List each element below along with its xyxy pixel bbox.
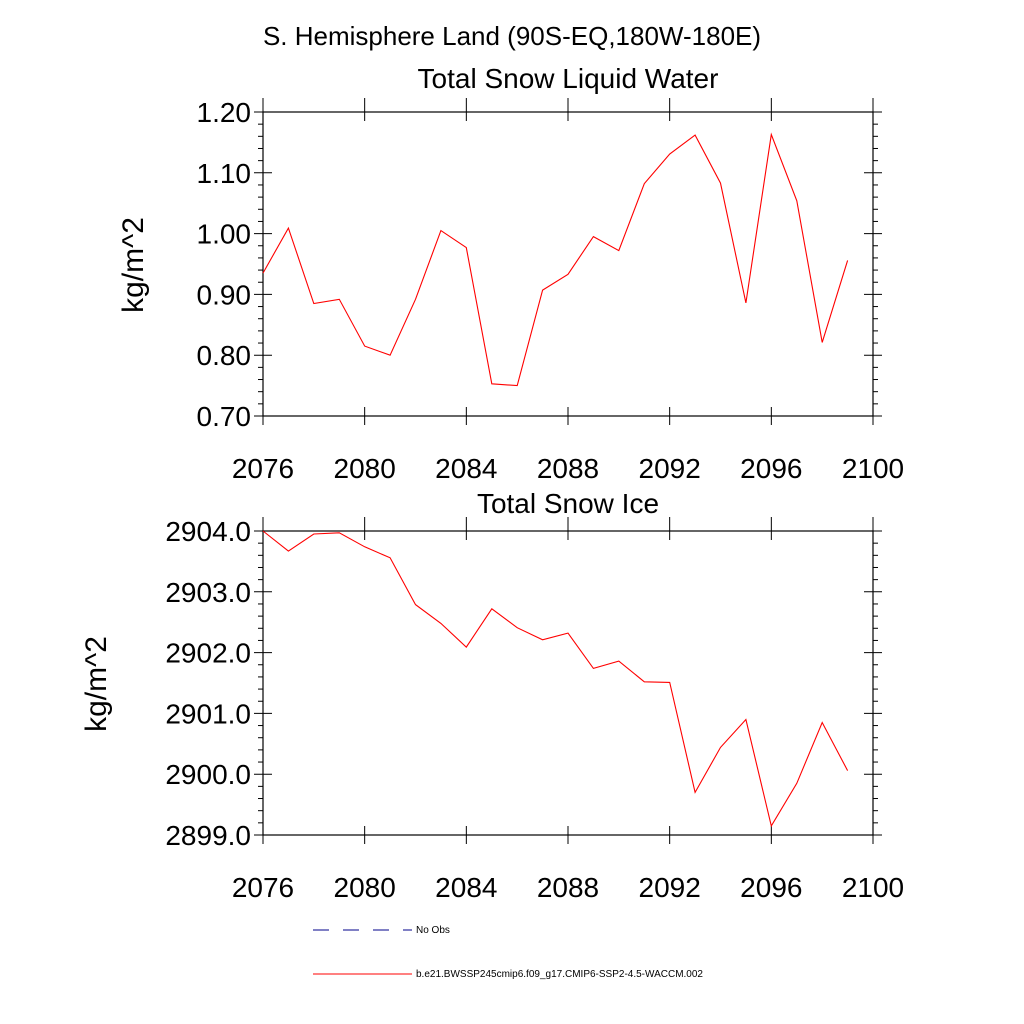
x-tick-label: 2100 <box>842 872 904 903</box>
x-tick-label: 2076 <box>232 453 294 484</box>
y-tick-label: 0.80 <box>197 340 252 371</box>
y-tick-label: 2904.0 <box>165 516 251 547</box>
series-line-0 <box>262 530 849 828</box>
y-tick-label: 1.00 <box>197 219 252 250</box>
y-tick-label: 2900.0 <box>165 759 251 790</box>
y-tick-label: 1.20 <box>197 97 252 128</box>
plot-frame <box>262 530 874 836</box>
x-tick-label: 2096 <box>740 453 802 484</box>
y-tick-labels: 0.70 0.80 0.90 1.00 1.10 1.20 <box>197 97 252 432</box>
x-tick-label: 2088 <box>537 872 599 903</box>
x-tick-labels: 2076 2080 2084 2088 2092 2096 2100 <box>232 453 904 484</box>
y-axis-label: kg/m^2 <box>80 636 113 732</box>
y-tick-label: 2901.0 <box>165 698 251 729</box>
y-tick-labels: 2899.0 2900.0 2901.0 2902.0 2903.0 2904.0 <box>165 516 251 851</box>
legend: No Obs b.e21.BWSSP245cmip6.f09_g17.CMIP6… <box>313 925 703 980</box>
x-tick-label: 2076 <box>232 872 294 903</box>
y-tick-label: 0.70 <box>197 401 252 432</box>
x-tick-label: 2088 <box>537 453 599 484</box>
axis-ticks <box>254 517 882 844</box>
x-tick-label: 2092 <box>639 872 701 903</box>
axis-ticks <box>254 98 882 425</box>
panel-snow-liquid-water: Total Snow Liquid Water kg/m^2 0.700.800… <box>117 63 904 484</box>
panel-snow-ice: Total Snow Ice kg/m^2 2899.0 2900.0 2901.0… <box>80 488 904 903</box>
x-tick-label: 2080 <box>334 453 396 484</box>
y-tick-label: 1.10 <box>197 158 252 189</box>
y-tick-label: 2903.0 <box>165 577 251 608</box>
y-tick-label: 2902.0 <box>165 638 251 669</box>
panel-title: Total Snow Liquid Water <box>418 63 719 94</box>
series-line-0 <box>262 132 849 387</box>
x-tick-label: 2092 <box>639 453 701 484</box>
x-tick-label: 2084 <box>435 453 497 484</box>
plot-frame <box>262 111 874 417</box>
x-tick-labels: 2076 2080 2084 2088 2092 2096 2100 <box>232 872 904 903</box>
y-tick-label: 2899.0 <box>165 820 251 851</box>
legend-label-no-obs: No Obs <box>416 925 450 936</box>
y-axis-label: kg/m^2 <box>117 217 150 313</box>
figure-title: S. Hemisphere Land (90S-EQ,180W-180E) <box>263 21 761 51</box>
panel-title: Total Snow Ice <box>477 488 659 519</box>
x-tick-label: 2096 <box>740 872 802 903</box>
legend-label-model-run: b.e21.BWSSP245cmip6.f09_g17.CMIP6-SSP2-4… <box>416 969 703 980</box>
y-tick-label: 0.90 <box>197 279 252 310</box>
x-tick-label: 2100 <box>842 453 904 484</box>
series-group <box>262 530 849 828</box>
x-tick-label: 2080 <box>334 872 396 903</box>
series-group <box>262 132 849 387</box>
x-tick-label: 2084 <box>435 872 497 903</box>
